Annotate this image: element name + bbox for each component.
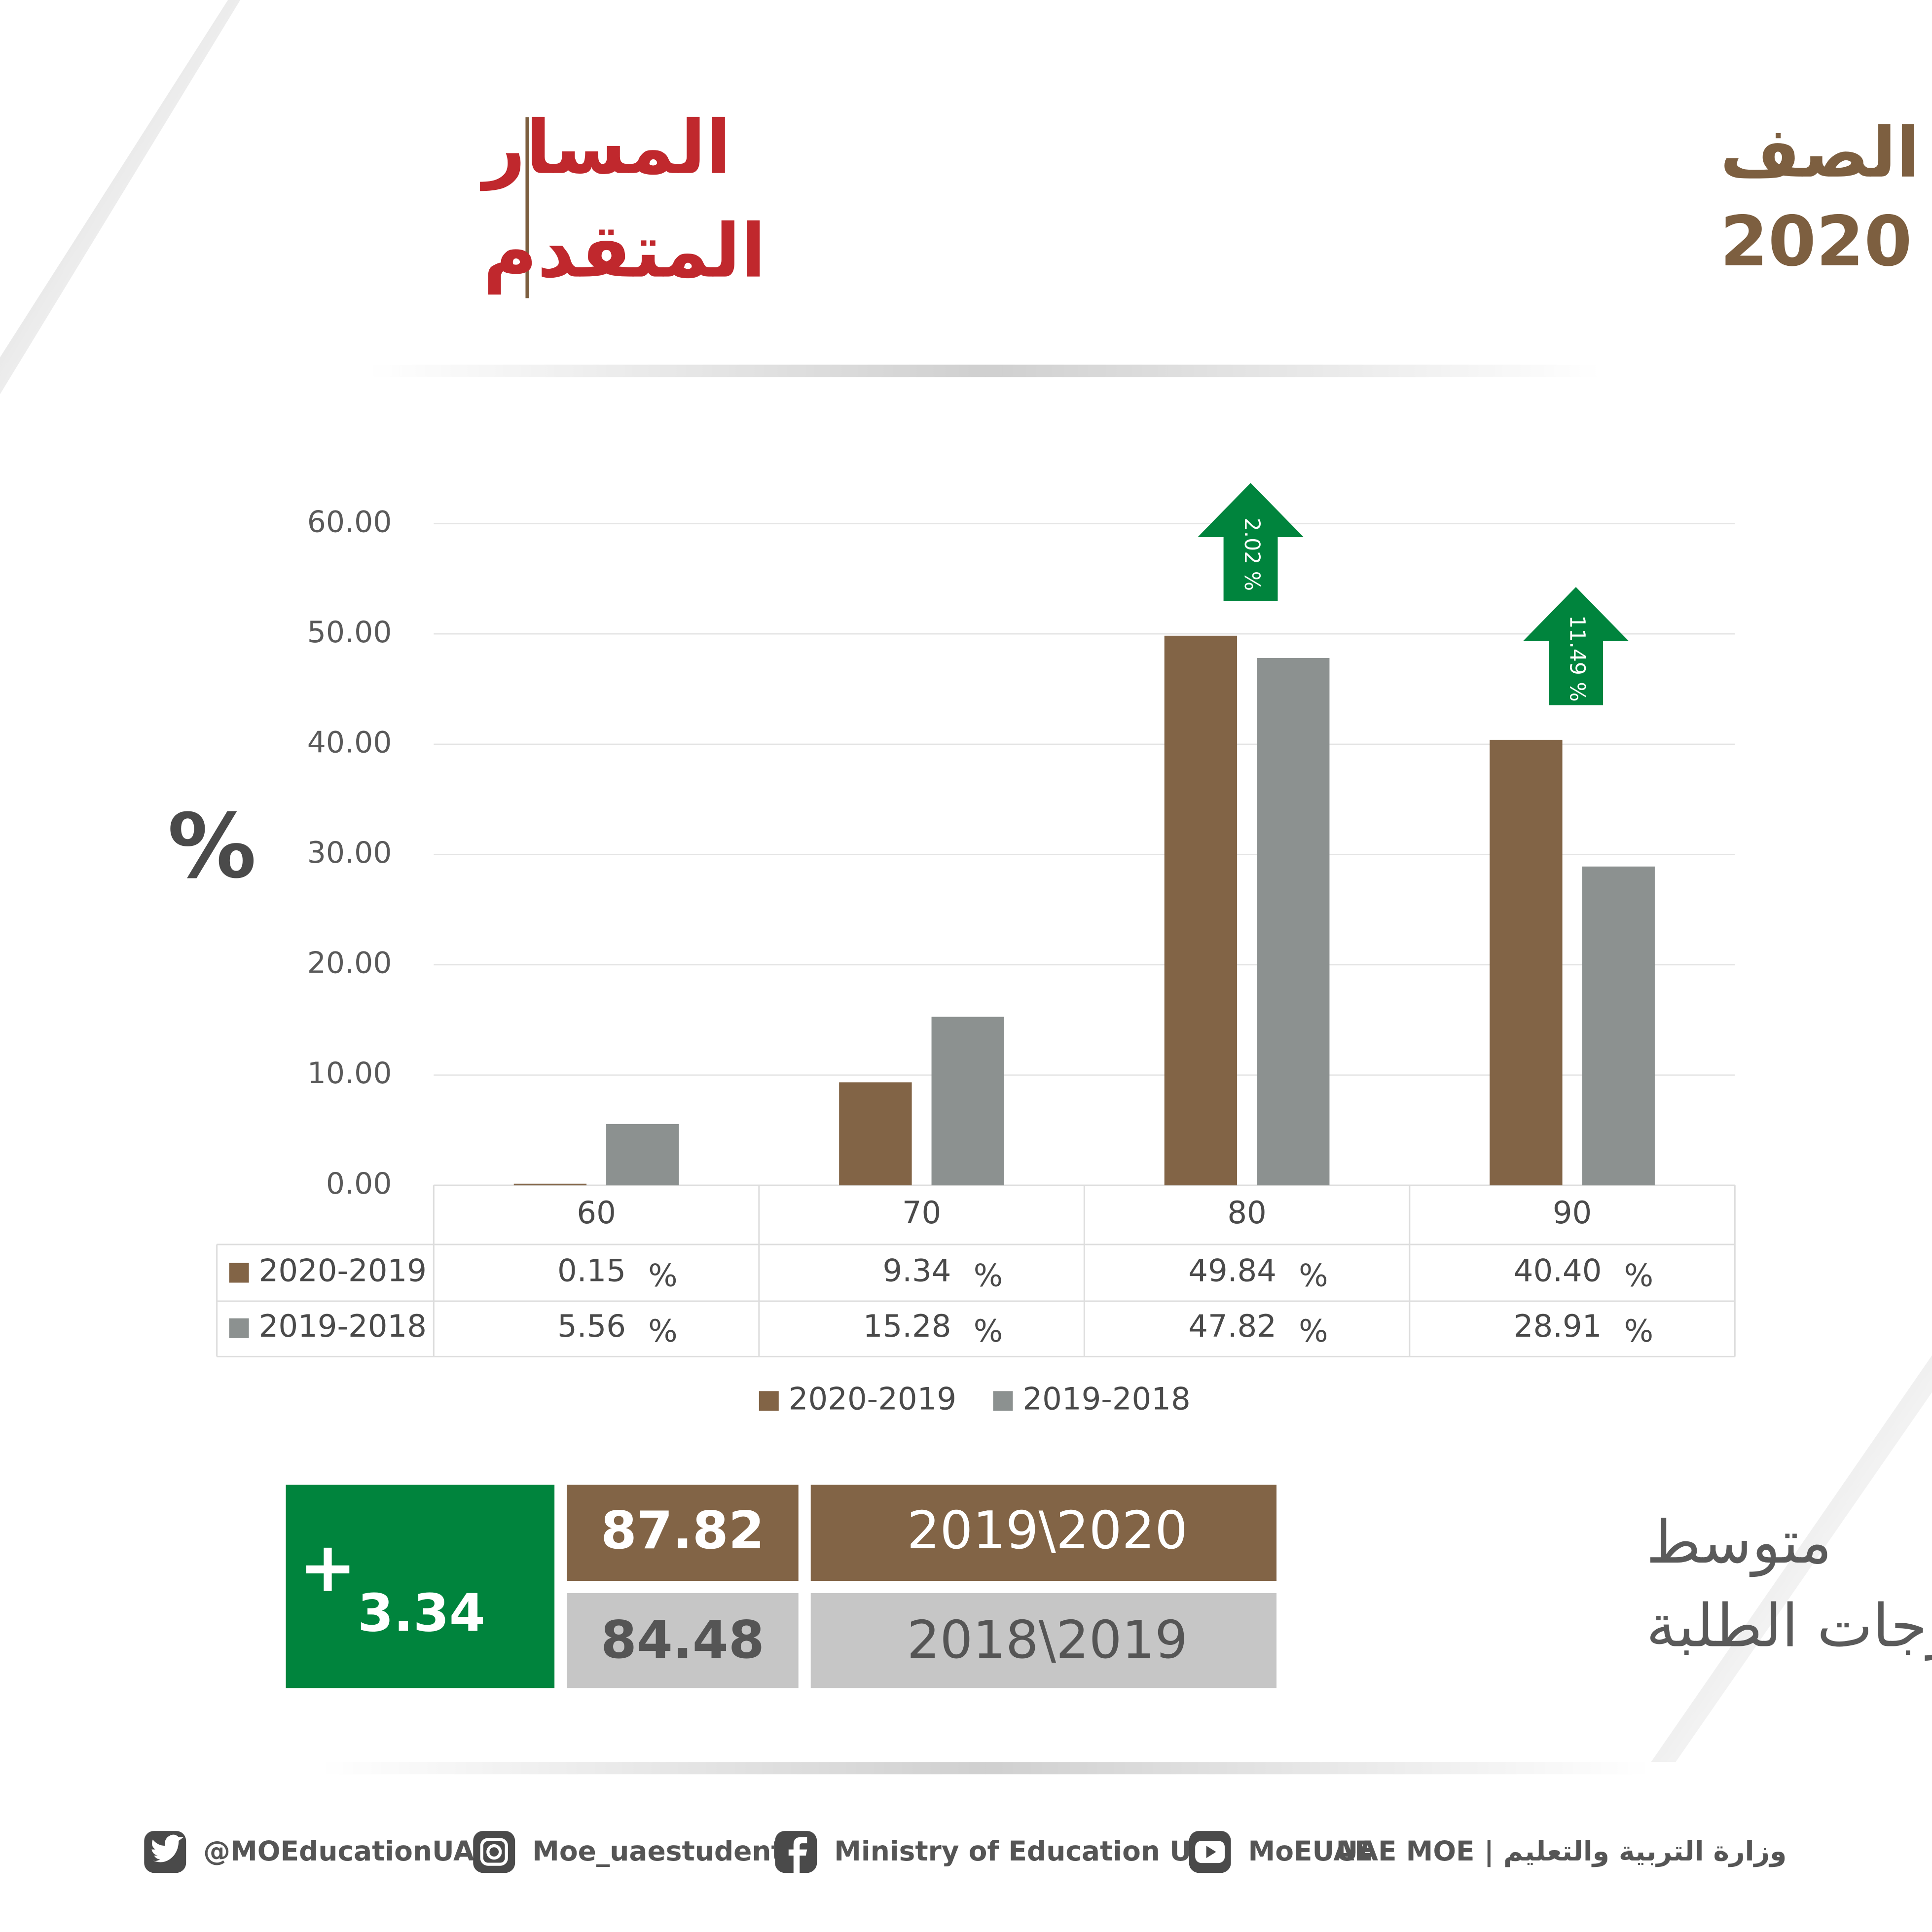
avg-box — [567, 1593, 799, 1688]
table-row-header: 2019-2018 — [259, 1308, 427, 1344]
avg-year: 2018\2019 — [907, 1610, 1188, 1670]
table-swatch — [229, 1318, 249, 1338]
bar — [839, 1082, 912, 1186]
legend-swatch — [993, 1391, 1013, 1411]
y-tick-label: 60.00 — [307, 505, 392, 539]
instagram-handle: Moe_uaestudents — [532, 1835, 800, 1867]
year-box — [810, 1485, 1277, 1581]
avg-box — [567, 1485, 799, 1581]
annotation-text: 2.02 % — [1239, 518, 1264, 591]
table-value: 47.82 — [1188, 1308, 1276, 1344]
bar — [1257, 658, 1330, 1186]
table-value: 9.34 — [882, 1253, 951, 1289]
instagram-glyph — [486, 1844, 502, 1860]
difference-sign: + — [299, 1527, 357, 1607]
x-tick-label: 90 — [1553, 1195, 1592, 1231]
track-label: المتقدم — [483, 209, 766, 295]
avg-value: 87.82 — [601, 1500, 765, 1561]
chart: % 0.00 10.00 20.00 30.00 40.00 50.00 60.00 60 0.… — [168, 483, 1736, 1417]
table-value: 28.91 — [1514, 1308, 1602, 1344]
divider-shadow — [320, 1762, 1651, 1775]
table-value: 5.56 — [557, 1308, 626, 1344]
bar — [606, 1124, 679, 1186]
facebook-page: Ministry of Education UAE — [834, 1835, 1230, 1867]
y-axis-label: % — [168, 795, 256, 898]
annotation-arrow — [1523, 587, 1629, 705]
corner-shadow — [0, 0, 241, 395]
youtube-channel: MoEUAE — [1248, 1835, 1373, 1867]
footer: @MOEducationUAE Moe_uaestudents Ministry… — [144, 1831, 1786, 1873]
avg-year: 2019\2020 — [907, 1500, 1188, 1561]
x-tick-label: 80 — [1227, 1195, 1266, 1231]
facebook-glyph — [788, 1837, 807, 1873]
table-swatch — [229, 1263, 249, 1283]
x-tick-label: 70 — [902, 1195, 941, 1231]
difference-box — [286, 1485, 555, 1688]
annotation-text: 11.49 % — [1565, 615, 1589, 701]
bar — [931, 1017, 1004, 1186]
twitter-glyph — [151, 1834, 184, 1862]
y-tick-label: 50.00 — [307, 615, 392, 650]
bar — [513, 1183, 587, 1186]
bar — [1582, 866, 1655, 1186]
avg-value: 84.48 — [601, 1610, 765, 1670]
x-tick-label: 60 — [577, 1195, 616, 1231]
table-unit: % — [974, 1313, 1003, 1349]
track-label: المسار — [479, 105, 731, 191]
title: مقارنة الفارق في توزيع درجات طلبة الصف — [1720, 112, 1932, 194]
bar — [1164, 635, 1238, 1186]
table-unit: % — [1624, 1258, 1653, 1294]
table-unit: % — [1624, 1313, 1653, 1349]
table-unit: % — [1299, 1258, 1328, 1294]
divider-shadow — [369, 365, 1602, 377]
difference-value: 3.34 — [358, 1583, 485, 1643]
organization: UAE MOE | وزارة التربية والتعليم — [1336, 1835, 1787, 1867]
annotation-arrow — [1198, 483, 1304, 601]
table-value: 15.28 — [863, 1308, 951, 1344]
averages: + 3.34 87.82 2019\2020 84.48 2018\2019 م… — [286, 1485, 1932, 1688]
legend-swatch — [759, 1391, 779, 1411]
twitter-handle: @MOEducationUAE — [203, 1835, 493, 1867]
table-value: 49.84 — [1188, 1253, 1276, 1289]
legend-label: 2019-2018 — [1022, 1381, 1190, 1417]
y-tick-label: 0.00 — [326, 1166, 392, 1201]
table-value: 40.40 — [1514, 1253, 1602, 1289]
table-unit: % — [648, 1258, 677, 1294]
legend-label: 2020-2019 — [789, 1381, 956, 1417]
year-box — [810, 1593, 1277, 1688]
y-tick-label: 10.00 — [307, 1056, 392, 1091]
youtube-glyph — [1206, 1846, 1216, 1859]
table-unit: % — [974, 1258, 1003, 1294]
corner-shadow — [1651, 1355, 1932, 1762]
y-tick-label: 20.00 — [307, 946, 392, 981]
avg-label: متوسط — [1646, 1508, 1832, 1577]
avg-label: درجات الطلبة — [1646, 1592, 1932, 1661]
y-tick-label: 40.00 — [307, 725, 392, 760]
table-unit: % — [648, 1313, 677, 1349]
instagram-icon — [473, 1831, 515, 1873]
title: 12 بين العامين الدراسيين 2019 و 2020 — [1720, 201, 1932, 283]
instagram-glyph — [480, 1838, 508, 1866]
table-unit: % — [1299, 1313, 1328, 1349]
table-value: 0.15 — [557, 1253, 626, 1289]
table-row-header: 2020-2019 — [259, 1253, 427, 1289]
bar — [1490, 739, 1563, 1186]
y-tick-label: 30.00 — [307, 836, 392, 870]
